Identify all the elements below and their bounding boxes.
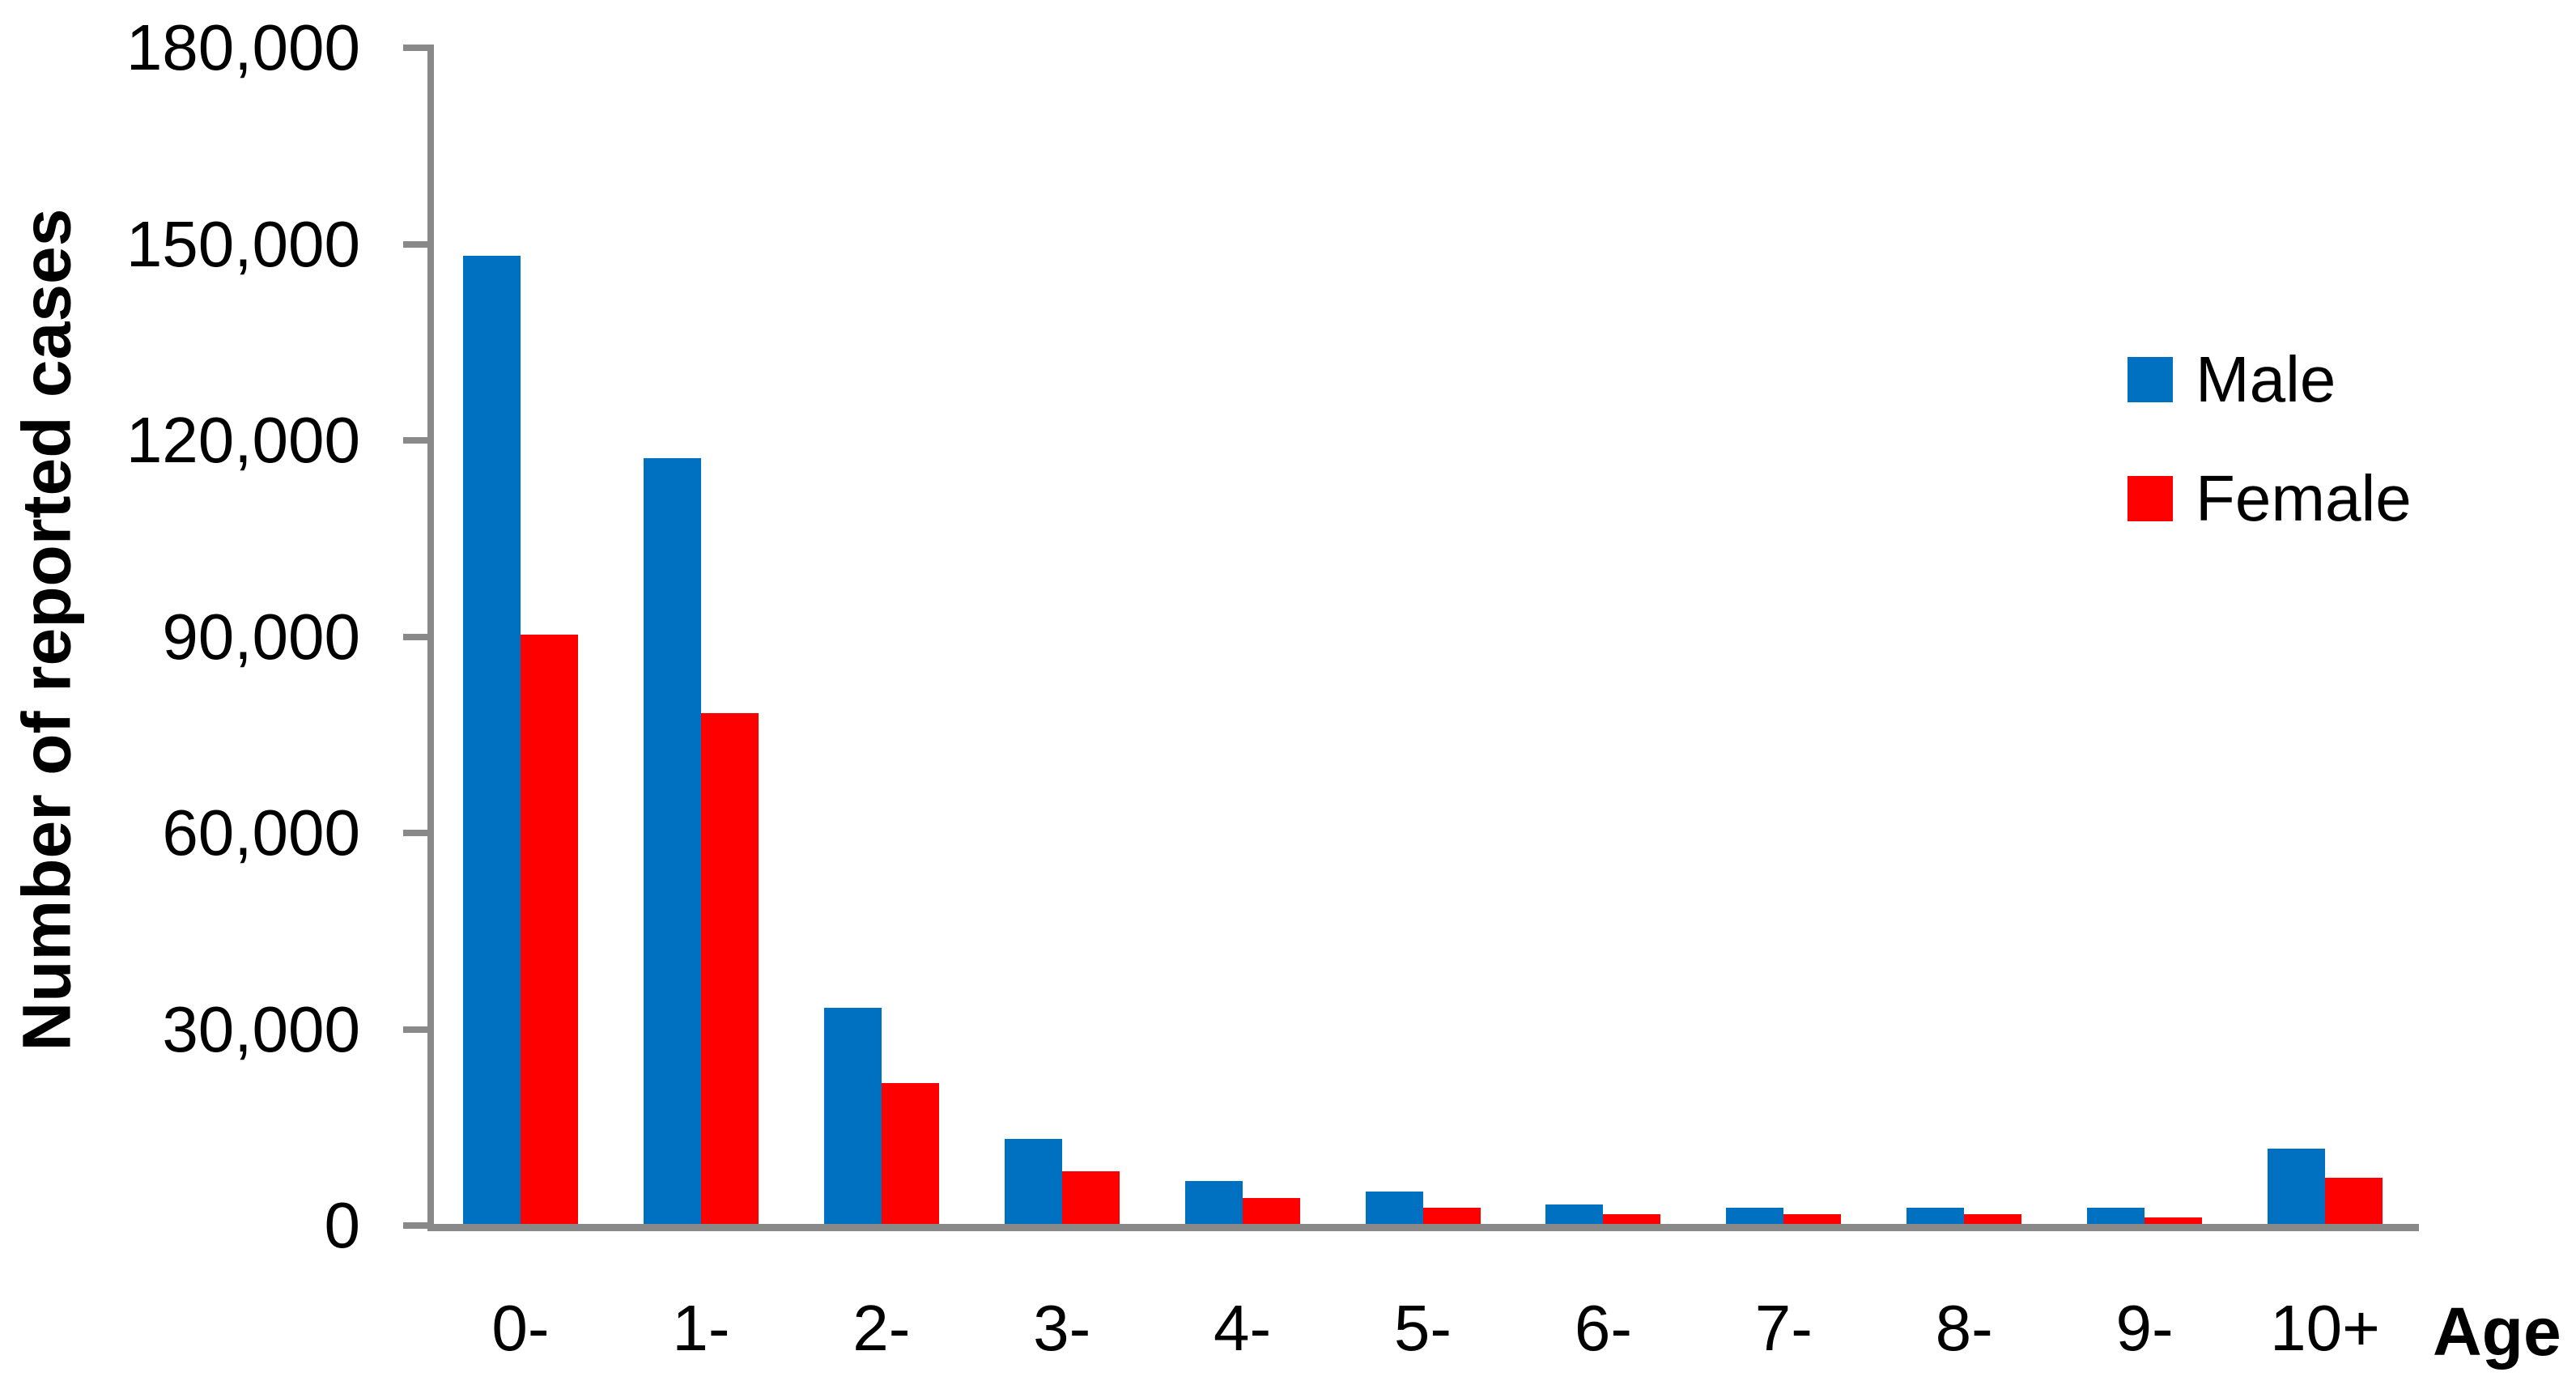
y-tick-label: 90,000 xyxy=(162,600,360,673)
x-tick-label-6-: 6- xyxy=(1574,1292,1632,1364)
bar-female-4- xyxy=(1243,1198,1300,1224)
bar-male-1- xyxy=(644,458,701,1224)
y-tick-label: 0 xyxy=(324,1189,361,1261)
legend-label-male: Male xyxy=(2196,343,2336,415)
bar-male-2- xyxy=(824,1008,882,1224)
bar-female-3- xyxy=(1062,1171,1120,1224)
x-tick-label-8-: 8- xyxy=(1935,1292,1993,1364)
y-tick-label: 60,000 xyxy=(162,797,360,869)
y-tick-label: 30,000 xyxy=(162,992,360,1065)
y-tick-label: 120,000 xyxy=(125,404,360,476)
y-tick-mark xyxy=(403,437,427,444)
y-tick-mark xyxy=(403,1222,427,1229)
y-tick-mark xyxy=(403,240,427,248)
y-axis-line xyxy=(427,45,434,1231)
x-tick-label-1-: 1- xyxy=(672,1292,730,1364)
bar-male-3- xyxy=(1005,1139,1062,1224)
y-tick-mark xyxy=(403,1026,427,1033)
y-tick-label: 150,000 xyxy=(125,207,360,280)
male-swatch-icon xyxy=(2128,357,2173,402)
x-axis-title: Age xyxy=(2433,1294,2561,1370)
x-tick-label-10+: 10+ xyxy=(2270,1292,2380,1364)
bar-female-9- xyxy=(2145,1217,2202,1224)
y-tick-mark xyxy=(403,633,427,640)
y-tick-mark xyxy=(403,830,427,836)
bar-female-5- xyxy=(1423,1208,1481,1224)
legend-item-female: Female xyxy=(2128,466,2412,531)
bar-male-10+ xyxy=(2268,1149,2325,1224)
y-tick-label: 180,000 xyxy=(125,11,360,83)
legend-item-male: Male xyxy=(2128,347,2412,412)
bar-male-4- xyxy=(1185,1181,1243,1224)
bar-male-0- xyxy=(463,256,521,1224)
x-tick-label-0-: 0- xyxy=(491,1292,550,1364)
bar-female-0- xyxy=(521,635,578,1224)
bar-male-7- xyxy=(1726,1208,1783,1224)
x-tick-label-3-: 3- xyxy=(1033,1292,1091,1364)
x-tick-label-7-: 7- xyxy=(1754,1292,1813,1364)
legend-label-female: Female xyxy=(2196,462,2412,534)
bar-male-8- xyxy=(1906,1208,1964,1224)
bar-female-1- xyxy=(701,713,759,1224)
female-swatch-icon xyxy=(2128,476,2173,521)
bar-female-7- xyxy=(1783,1214,1841,1224)
x-tick-label-4-: 4- xyxy=(1214,1292,1272,1364)
legend: Male Female xyxy=(2128,347,2412,585)
bar-female-6- xyxy=(1603,1214,1660,1224)
x-axis-line xyxy=(427,1224,2419,1231)
bar-female-2- xyxy=(882,1083,939,1224)
bar-male-5- xyxy=(1366,1192,1423,1224)
x-tick-label-5-: 5- xyxy=(1393,1292,1452,1364)
x-tick-label-9-: 9- xyxy=(2115,1292,2174,1364)
x-tick-label-2-: 2- xyxy=(852,1292,911,1364)
bar-male-6- xyxy=(1545,1204,1603,1224)
y-tick-mark xyxy=(403,45,427,51)
bar-female-10+ xyxy=(2325,1178,2383,1224)
bar-male-9- xyxy=(2087,1208,2145,1224)
bar-female-8- xyxy=(1964,1214,2021,1224)
